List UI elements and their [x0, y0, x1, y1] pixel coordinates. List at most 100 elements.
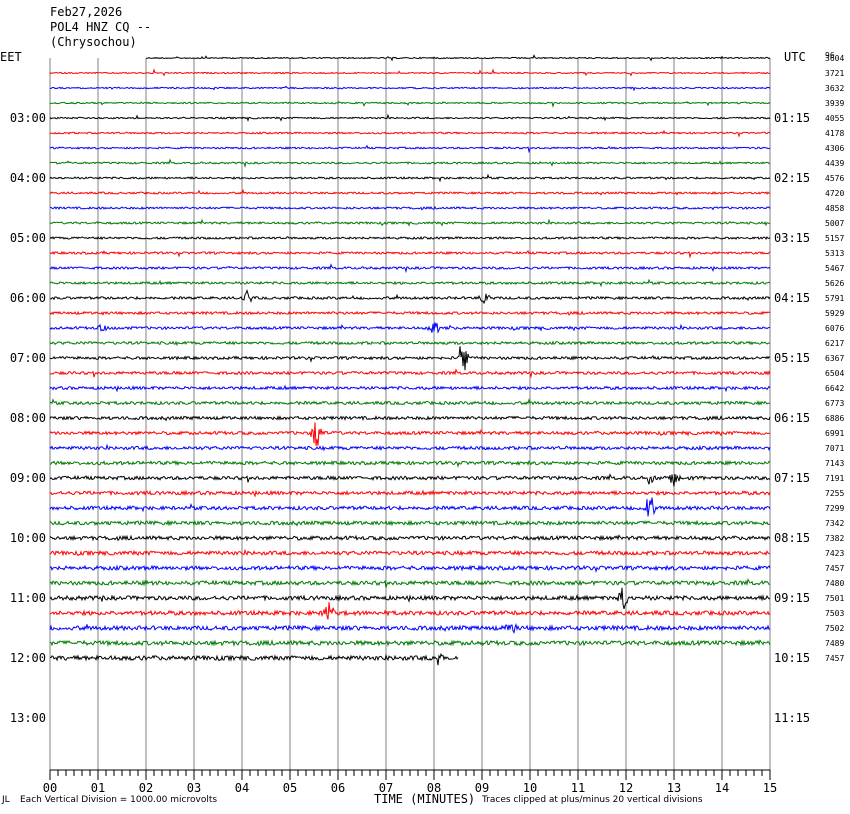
trace-black	[49, 346, 771, 371]
trace-count-label: 7502	[825, 624, 844, 633]
trace-black	[146, 54, 771, 62]
trace-count-label: 7342	[825, 519, 844, 528]
trace-green	[49, 639, 771, 647]
trace-green	[49, 578, 771, 588]
header-location: (Chrysochou)	[50, 35, 137, 49]
trace-count-label: 7501	[825, 594, 844, 603]
trace-count-label: 7382	[825, 534, 844, 543]
right-hour-label: 05:15	[774, 351, 810, 365]
x-tick-label: 05	[283, 781, 297, 795]
trace-count-label: 6504	[825, 369, 844, 378]
trace-black	[49, 173, 771, 183]
trace-count-label: 5791	[825, 294, 844, 303]
right-hour-label: 08:15	[774, 531, 810, 545]
trace-count-label: 6642	[825, 384, 844, 393]
left-hour-label: 03:00	[10, 111, 46, 125]
right-hour-label: 09:15	[774, 591, 810, 605]
trace-blue	[49, 205, 771, 211]
trace-green	[49, 459, 771, 468]
x-tick-label: 08	[427, 781, 441, 795]
trace-count-label: 7489	[825, 639, 844, 648]
trace-blue	[49, 622, 771, 635]
trace-count-label: 6773	[825, 399, 844, 408]
trace-count-label: 6076	[825, 324, 844, 333]
left-hour-label: 09:00	[10, 471, 46, 485]
trace-count-label: 7503	[825, 609, 844, 618]
x-tick-label: 02	[139, 781, 153, 795]
trace-count-label: 5929	[825, 309, 844, 318]
trace-red	[49, 249, 771, 259]
minute-gridlines	[49, 58, 771, 771]
trace-black	[49, 113, 771, 122]
x-tick-label: 03	[187, 781, 201, 795]
trace-black	[49, 587, 770, 610]
trace-blue	[49, 263, 771, 274]
x-tick-label: 04	[235, 781, 249, 795]
trace-red	[49, 188, 771, 196]
trace-count-label: 6991	[825, 429, 844, 438]
trace-count-label: 3604	[825, 54, 844, 63]
trace-green	[49, 519, 770, 527]
count-header: 96	[825, 51, 835, 60]
trace-count-label: 5313	[825, 249, 844, 258]
x-tick-label: 06	[331, 781, 345, 795]
trace-count-label: 3939	[825, 99, 844, 108]
trace-black	[49, 473, 771, 487]
trace-count-label: 7143	[825, 459, 844, 468]
trace-green	[49, 278, 771, 288]
vertical-division-note: Each Vertical Division = 1000.00 microvo…	[20, 795, 217, 805]
trace-black	[49, 534, 771, 542]
right-hour-label: 10:15	[774, 651, 810, 665]
x-axis-title: TIME (MINUTES)	[374, 792, 475, 806]
trace-blue	[49, 322, 771, 334]
trace-blue	[49, 443, 771, 452]
right-hour-label: 07:15	[774, 471, 810, 485]
x-tick-label: 07	[379, 781, 393, 795]
minute-ticks	[49, 770, 771, 780]
trace-count-label: 6217	[825, 339, 844, 348]
trace-count-labels: 3604 3721 3632 3939 4055 4178 4306 4439 4576 4720…	[825, 54, 844, 663]
right-hour-label: 03:15	[774, 231, 810, 245]
x-tick-label: 01	[91, 781, 105, 795]
trace-green	[49, 101, 771, 108]
left-hour-label: 08:00	[10, 411, 46, 425]
right-hour-label: 01:15	[774, 111, 810, 125]
trace-red	[49, 602, 771, 620]
trace-count-label: 7457	[825, 564, 844, 573]
left-hour-label: 10:00	[10, 531, 46, 545]
trace-count-label: 6367	[825, 354, 844, 363]
trace-count-label: 3632	[825, 84, 844, 93]
trace-count-label: 7423	[825, 549, 844, 558]
left-hour-label: 04:00	[10, 171, 46, 185]
left-hour-label: 13:00	[10, 711, 46, 725]
trace-black	[49, 415, 771, 422]
trace-count-label: 5007	[825, 219, 844, 228]
left-hour-labels: 03:00 04:00 05:00 06:00 07:00 08:00 09:00 10:00…	[10, 111, 46, 725]
trace-black	[49, 235, 771, 241]
left-hour-label: 05:00	[10, 231, 46, 245]
x-tick-label: 14	[715, 781, 729, 795]
trace-red	[49, 310, 771, 316]
trace-red	[49, 548, 771, 557]
trace-count-label: 5157	[825, 234, 844, 243]
x-tick-label: 13	[667, 781, 681, 795]
trace-blue	[49, 497, 771, 517]
trace-red	[49, 68, 771, 77]
trace-count-label: 4178	[825, 129, 844, 138]
trace-count-label: 4439	[825, 159, 844, 168]
left-hour-label: 06:00	[10, 291, 46, 305]
trace-red	[49, 129, 771, 138]
x-tick-label: 11	[571, 781, 585, 795]
trace-black	[49, 288, 771, 305]
trace-green	[49, 398, 770, 406]
trace-count-label: 3721	[825, 69, 844, 78]
trace-red	[49, 368, 771, 379]
trace-blue	[49, 85, 771, 92]
x-tick-label: 00	[43, 781, 57, 795]
x-tick-label: 12	[619, 781, 633, 795]
trace-blue	[49, 384, 771, 393]
trace-count-label: 4720	[825, 189, 844, 198]
right-hour-label: 04:15	[774, 291, 810, 305]
trace-green	[49, 218, 770, 227]
